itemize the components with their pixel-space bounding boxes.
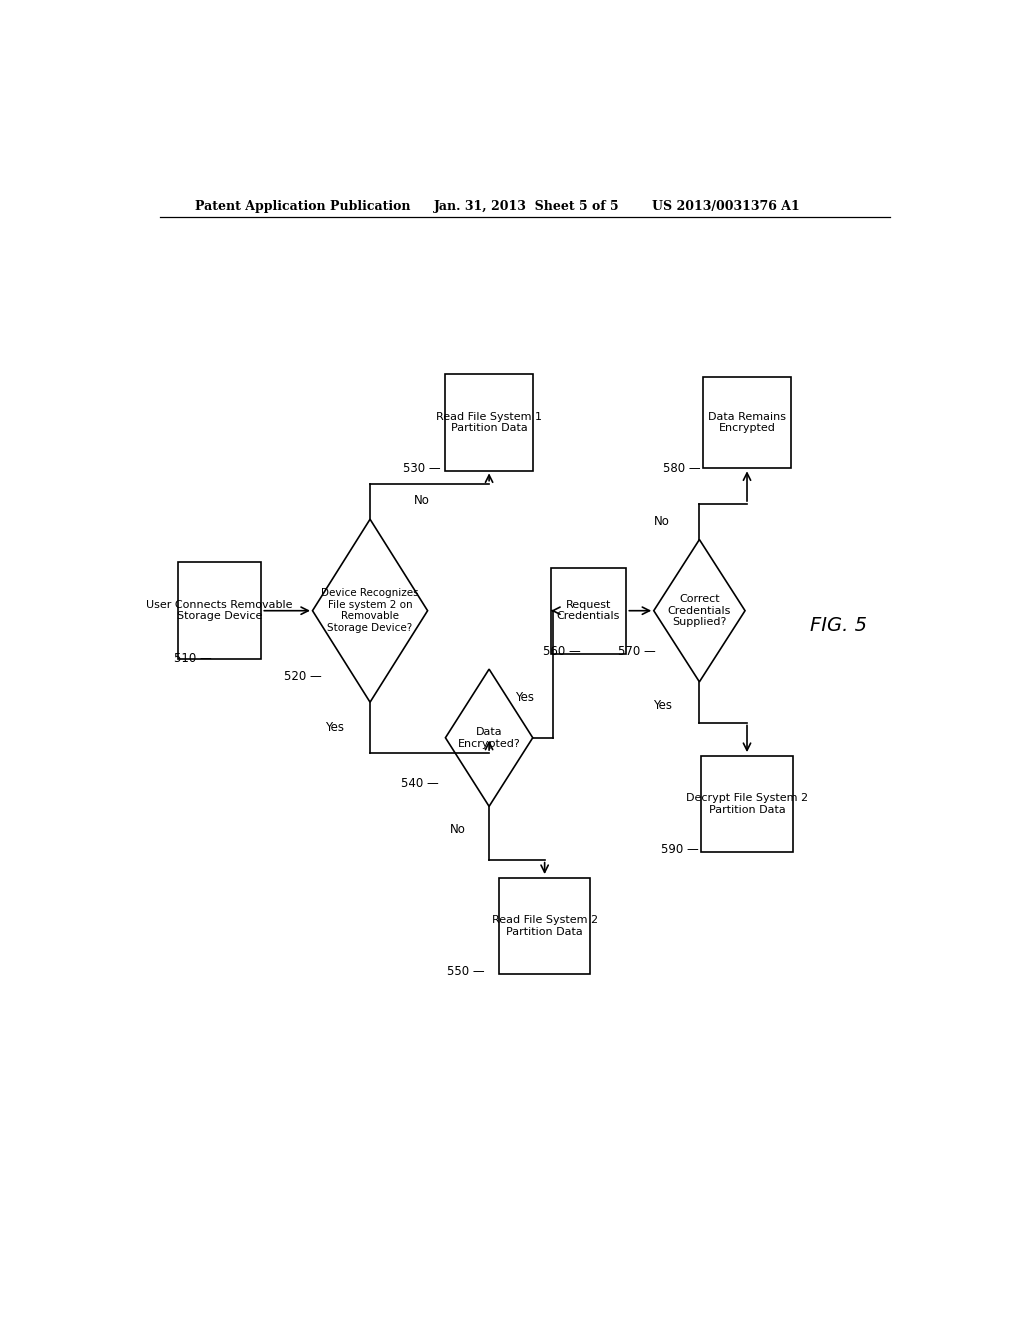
Text: Read File System 1
Partition Data: Read File System 1 Partition Data bbox=[436, 412, 542, 433]
Bar bbox=[703, 378, 791, 469]
Text: No: No bbox=[450, 822, 465, 836]
Text: 520 —: 520 — bbox=[284, 671, 322, 684]
Text: 540 —: 540 — bbox=[401, 777, 438, 789]
Text: 530 —: 530 — bbox=[402, 462, 440, 475]
Polygon shape bbox=[312, 519, 428, 702]
Text: Data
Encrypted?: Data Encrypted? bbox=[458, 727, 520, 748]
Text: No: No bbox=[654, 515, 670, 528]
Polygon shape bbox=[445, 669, 532, 807]
Bar bbox=[551, 568, 626, 653]
Text: FIG. 5: FIG. 5 bbox=[810, 616, 866, 635]
Text: 580 —: 580 — bbox=[663, 462, 700, 475]
Text: Yes: Yes bbox=[652, 698, 672, 711]
Text: 560 —: 560 — bbox=[543, 645, 581, 657]
Text: Data Remains
Encrypted: Data Remains Encrypted bbox=[708, 412, 786, 433]
Text: Patent Application Publication: Patent Application Publication bbox=[196, 199, 411, 213]
Text: 550 —: 550 — bbox=[447, 965, 484, 978]
Text: 590 —: 590 — bbox=[660, 843, 698, 857]
Text: 570 —: 570 — bbox=[617, 645, 655, 657]
Bar bbox=[445, 375, 532, 471]
Text: Request
Credentials: Request Credentials bbox=[557, 599, 620, 622]
Text: Device Recognizes
File system 2 on
Removable
Storage Device?: Device Recognizes File system 2 on Remov… bbox=[322, 589, 419, 634]
Text: Yes: Yes bbox=[325, 721, 344, 734]
Text: Jan. 31, 2013  Sheet 5 of 5: Jan. 31, 2013 Sheet 5 of 5 bbox=[433, 199, 620, 213]
Polygon shape bbox=[653, 540, 745, 682]
Text: User Connects Removable
Storage Device: User Connects Removable Storage Device bbox=[146, 599, 293, 622]
Text: No: No bbox=[414, 495, 430, 507]
Text: Decrypt File System 2
Partition Data: Decrypt File System 2 Partition Data bbox=[686, 793, 808, 814]
Bar bbox=[499, 878, 590, 974]
Bar bbox=[701, 755, 793, 853]
Text: Correct
Credentials
Supplied?: Correct Credentials Supplied? bbox=[668, 594, 731, 627]
Text: 510 —: 510 — bbox=[174, 652, 212, 665]
Text: Yes: Yes bbox=[515, 690, 535, 704]
Bar bbox=[177, 562, 261, 659]
Text: US 2013/0031376 A1: US 2013/0031376 A1 bbox=[652, 199, 800, 213]
Text: Read File System 2
Partition Data: Read File System 2 Partition Data bbox=[492, 915, 598, 937]
